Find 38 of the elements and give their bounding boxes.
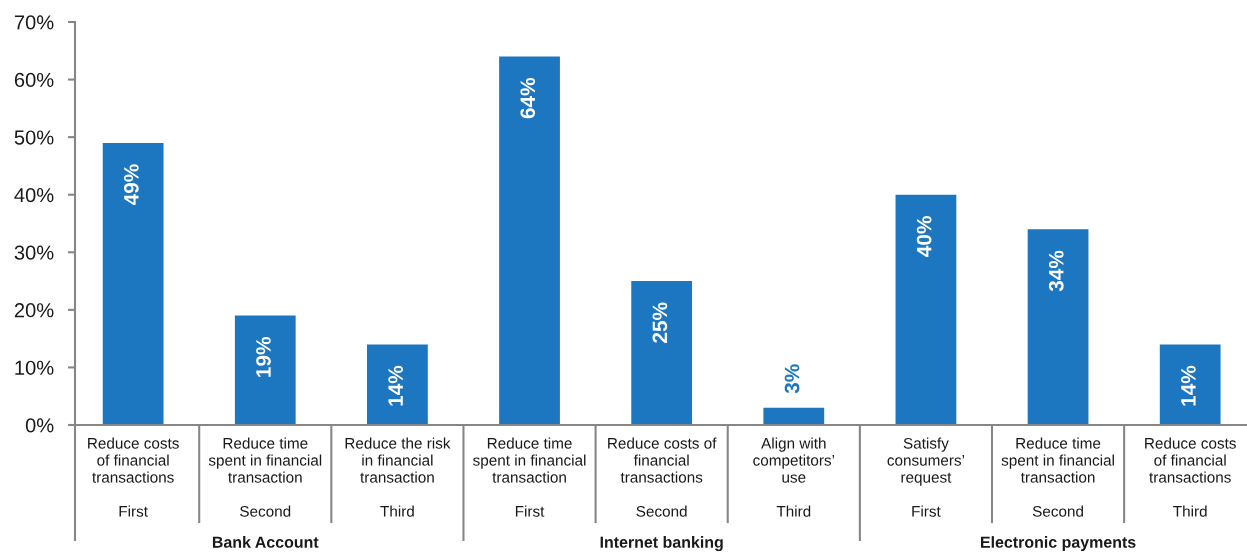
y-tick-label: 50% bbox=[14, 130, 54, 145]
category-label: Reduce time spent in financial transaction Second bbox=[1001, 437, 1114, 517]
data-label: 34% bbox=[1048, 250, 1064, 292]
category-label: Reduce costs of financial transactions Second bbox=[608, 437, 717, 517]
category-label: Reduce costs of financial transactions First bbox=[88, 437, 179, 517]
bar bbox=[102, 142, 164, 425]
category-label: Reduce time spent in financial transaction First bbox=[473, 437, 586, 517]
bar bbox=[1159, 344, 1221, 425]
y-tick-label: 70% bbox=[14, 15, 54, 30]
data-label: 49% bbox=[123, 164, 139, 206]
bar bbox=[1027, 229, 1089, 425]
text: Electronic payments bbox=[981, 536, 1136, 551]
bar bbox=[895, 194, 957, 425]
data-label: 14% bbox=[388, 365, 403, 406]
text: Internet banking bbox=[600, 536, 723, 552]
y-tick-label: 20% bbox=[14, 303, 54, 318]
data-label: 19% bbox=[256, 337, 271, 377]
category-label: Reduce costs of financial transactions Third bbox=[1145, 437, 1236, 517]
category-label: Align with competitors’ use Third bbox=[753, 437, 835, 517]
bar bbox=[367, 344, 428, 425]
data-label: 25% bbox=[652, 302, 668, 343]
y-tick-label: 10% bbox=[15, 360, 54, 375]
category-label: Reduce time spent in financial transaction Second bbox=[208, 437, 322, 517]
category-label: Reduce the risk in financial transaction Third bbox=[345, 437, 451, 517]
y-tick-label: 60% bbox=[14, 72, 54, 88]
category-label: Satisfy consumers’ request First bbox=[887, 437, 965, 517]
text: Bank Account bbox=[212, 536, 319, 548]
y-tick-label: 30% bbox=[14, 245, 54, 260]
data-label: 40% bbox=[916, 216, 932, 257]
y-tick-label: 40% bbox=[14, 187, 54, 203]
bar bbox=[499, 56, 560, 425]
data-label: 64% bbox=[520, 77, 536, 119]
bar bbox=[234, 315, 296, 425]
y-tick-label: 0% bbox=[25, 418, 54, 433]
data-label: 14% bbox=[1181, 365, 1196, 406]
bar bbox=[763, 407, 825, 425]
data-label: 3% bbox=[784, 364, 800, 394]
bar bbox=[631, 281, 693, 425]
